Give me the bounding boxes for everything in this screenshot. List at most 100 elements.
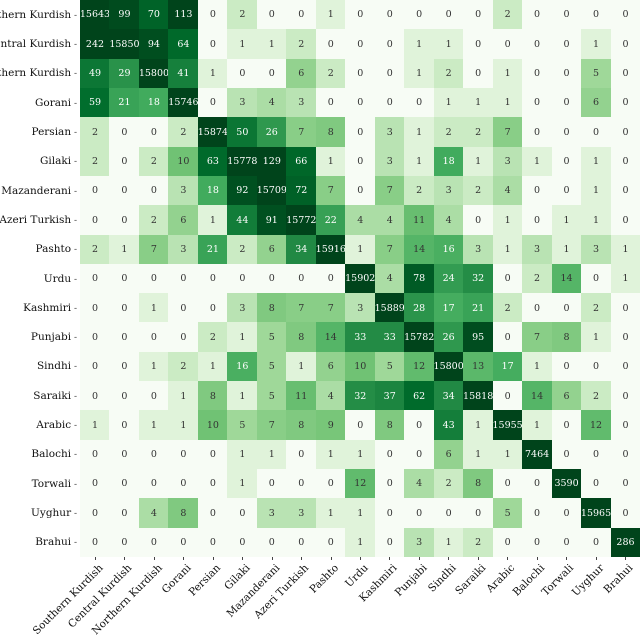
matrix-cell: 0 — [345, 0, 376, 30]
matrix-cell: 0 — [286, 263, 317, 294]
matrix-cell: 0 — [581, 117, 612, 148]
matrix-cell: 10 — [345, 351, 376, 382]
matrix-cell: 0 — [522, 117, 553, 148]
matrix-cell: 1 — [463, 87, 494, 118]
matrix-cell: 3 — [433, 175, 464, 206]
matrix-cell: 2 — [227, 0, 258, 30]
x-axis-tick — [566, 557, 568, 560]
matrix-cell: 0 — [80, 527, 110, 558]
matrix-cell: 0 — [345, 117, 376, 148]
matrix-cell: 5 — [256, 322, 287, 353]
y-axis-label: Urdu — [44, 273, 77, 286]
matrix-cell: 0 — [256, 527, 287, 558]
matrix-cell: 2 — [492, 293, 523, 323]
matrix-cell: 0 — [492, 381, 523, 411]
matrix-cell: 1 — [492, 234, 523, 265]
matrix-cell: 1 — [581, 175, 612, 206]
matrix-cell: 1 — [463, 410, 494, 441]
matrix-cell: 0 — [610, 469, 640, 499]
matrix-cell: 32 — [345, 381, 376, 411]
matrix-cell: 4 — [315, 381, 346, 411]
matrix-cell: 0 — [374, 439, 405, 470]
matrix-cell: 34 — [433, 381, 464, 411]
matrix-cell: 1 — [433, 87, 464, 118]
matrix-cell: 0 — [522, 527, 553, 558]
matrix-cell: 0 — [109, 117, 140, 148]
matrix-cell: 0 — [610, 410, 640, 441]
matrix-cell: 4 — [374, 263, 405, 294]
matrix-cell: 0 — [345, 87, 376, 118]
matrix-cell: 15778 — [227, 146, 257, 177]
y-axis-label: Persian — [31, 126, 77, 139]
matrix-cell: 41 — [168, 58, 199, 89]
matrix-cell: 2 — [80, 234, 110, 265]
matrix-cell: 0 — [227, 527, 258, 558]
matrix-cell: 0 — [109, 351, 140, 382]
matrix-cell: 0 — [197, 263, 228, 294]
matrix-cell: 15643 — [80, 0, 110, 30]
matrix-cell: 28 — [404, 293, 435, 323]
matrix-cell: 6 — [286, 58, 317, 89]
matrix-cell: 15746 — [168, 87, 199, 118]
x-axis-tick — [536, 557, 538, 560]
y-axis-label: Saraiki — [33, 390, 77, 403]
matrix-cell: 0 — [610, 498, 640, 529]
matrix-cell: 1 — [256, 439, 287, 470]
matrix-cell: 0 — [610, 322, 640, 353]
y-axis-label: Kashmiri — [23, 302, 77, 315]
matrix-cell: 0 — [492, 527, 523, 558]
matrix-cell: 1 — [227, 29, 258, 60]
matrix-cell: 0 — [522, 0, 553, 30]
matrix-cell: 0 — [315, 263, 346, 294]
y-axis-label: Brahui — [35, 536, 77, 549]
matrix-cell: 2 — [80, 146, 110, 177]
y-axis-label: Northern Kurdish — [0, 67, 77, 80]
matrix-cell: 15850 — [109, 29, 140, 60]
matrix-cell: 0 — [551, 410, 582, 441]
matrix-cell: 0 — [109, 293, 140, 323]
matrix-cell: 34 — [286, 234, 317, 265]
matrix-cell: 15902 — [345, 263, 375, 294]
matrix-cell: 0 — [315, 87, 346, 118]
x-axis-tick — [330, 557, 332, 560]
matrix-cell: 0 — [433, 498, 464, 529]
matrix-cell: 1 — [522, 351, 553, 382]
y-axis-label: Balochi — [31, 448, 77, 461]
matrix-cell: 17 — [433, 293, 464, 323]
matrix-cell: 0 — [197, 293, 228, 323]
matrix-cell: 0 — [286, 527, 317, 558]
matrix-cell: 5 — [581, 58, 612, 89]
matrix-cell: 0 — [522, 469, 553, 499]
matrix-cell: 63 — [197, 146, 228, 177]
matrix-cell: 4 — [138, 498, 169, 529]
matrix-cell: 99 — [109, 0, 140, 30]
matrix-cell: 0 — [256, 469, 287, 499]
matrix-cell: 15916 — [316, 234, 346, 265]
matrix-cell: 1 — [551, 234, 582, 265]
matrix-cell: 1 — [404, 146, 435, 177]
matrix-cell: 0 — [610, 293, 640, 323]
matrix-cell: 2 — [197, 322, 228, 353]
matrix-cell: 1 — [581, 322, 612, 353]
matrix-cell: 1 — [581, 146, 612, 177]
matrix-cell: 7 — [315, 175, 346, 206]
matrix-cell: 0 — [345, 58, 376, 89]
matrix-cell: 2 — [286, 29, 317, 60]
matrix-cell: 3 — [227, 87, 258, 118]
matrix-cell: 3 — [374, 146, 405, 177]
matrix-cell: 3 — [522, 234, 553, 265]
matrix-cell: 0 — [551, 439, 582, 470]
y-axis-label: Pashto — [36, 243, 77, 256]
matrix-cell: 6 — [433, 439, 464, 470]
matrix-cell: 0 — [286, 469, 317, 499]
x-axis-label: Brahui — [601, 562, 636, 596]
matrix-cell: 1 — [492, 87, 523, 118]
matrix-cell: 1 — [227, 469, 258, 499]
matrix-cell: 0 — [404, 498, 435, 529]
matrix-cell: 15889 — [375, 293, 405, 323]
matrix-cell: 8 — [551, 322, 582, 353]
matrix-cell: 0 — [80, 175, 110, 206]
matrix-cell: 0 — [197, 498, 228, 529]
matrix-cell: 7 — [138, 234, 169, 265]
y-axis-label: Torwali — [32, 478, 77, 491]
